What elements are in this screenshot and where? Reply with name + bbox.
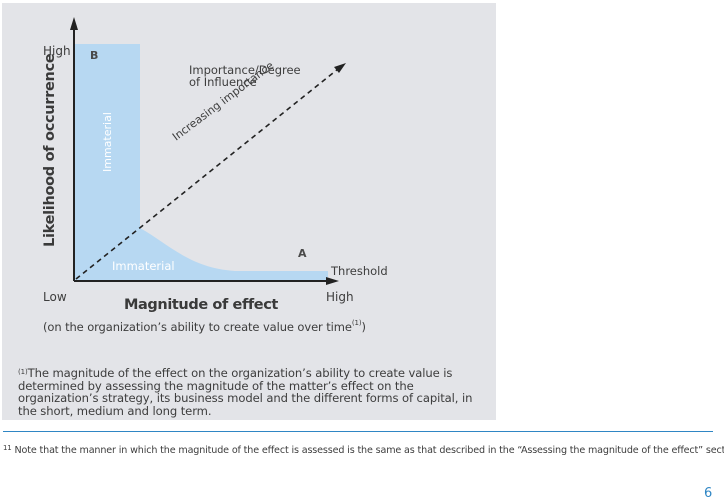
importance-arrow-icon — [334, 63, 346, 73]
arrow-label-line1: Importance/Degree — [189, 63, 301, 77]
y-axis-title: Likelihood of occurrence — [42, 53, 58, 247]
immaterial-horizontal-label: Immaterial — [112, 259, 175, 273]
diagram-note: (1)The magnitude of the effect on the or… — [18, 367, 488, 417]
x-axis-subtitle-text: (on the organization’s ability to create… — [43, 320, 352, 334]
page-number: 6 — [704, 486, 713, 501]
x-axis-title: Magnitude of effect — [124, 297, 278, 313]
arrow-label-line2: of Influence — [189, 75, 257, 89]
x-axis-low-label: Low — [43, 290, 67, 304]
x-axis-subtitle-sup: (1) — [351, 319, 362, 327]
footnote-marker: 11 — [3, 444, 12, 452]
note-text: The magnitude of the effect on the organ… — [18, 366, 473, 418]
threshold-label: Threshold — [331, 264, 388, 278]
footnote-divider — [3, 431, 713, 432]
footnote: 11 Note that the manner in which the mag… — [3, 444, 724, 456]
y-axis-high-label: High — [43, 44, 71, 58]
y-axis-arrow-icon — [70, 17, 78, 30]
x-axis-high-label: High — [326, 290, 354, 304]
x-axis-subtitle: (on the organization’s ability to create… — [43, 319, 366, 334]
x-axis-arrow-icon — [326, 277, 339, 285]
region-a-label: A — [298, 247, 307, 260]
immaterial-region — [74, 44, 328, 281]
footnote-text: Note that the manner in which the magnit… — [14, 445, 724, 456]
immaterial-vertical-label: Immaterial — [101, 112, 114, 172]
importance-arrow-line — [75, 68, 339, 280]
region-b-label: B — [90, 49, 99, 62]
x-axis-subtitle-end: ) — [361, 320, 366, 334]
note-marker: (1) — [18, 368, 28, 376]
